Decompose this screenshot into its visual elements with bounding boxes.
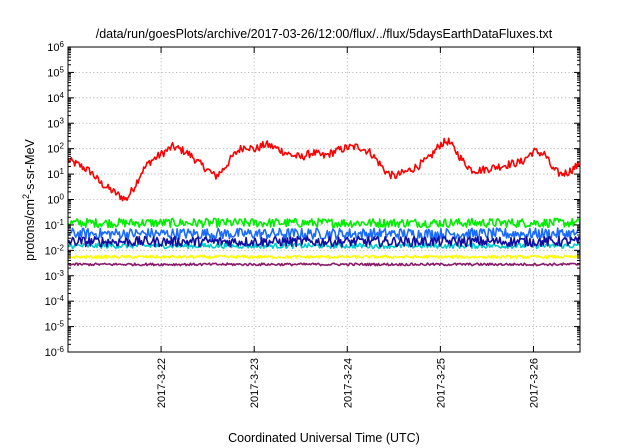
y-tick-label-exponent: 0	[60, 192, 65, 201]
y-tick-label-base: 10	[47, 67, 59, 79]
series-line	[67, 235, 581, 248]
y-axis-label-exponent: 2	[21, 194, 31, 199]
y-tick-label: 10-6	[45, 345, 65, 360]
y-axis-label-rest: -s-sr-MeV	[23, 138, 37, 194]
y-tick-labels: 10-610-510-410-310-210-11001011021031041…	[45, 40, 65, 360]
x-axis-label: Coordinated Universal Time (UTC)	[228, 431, 420, 445]
y-tick-label-base: 10	[45, 347, 57, 359]
y-tick-label: 10-1	[45, 217, 65, 232]
y-tick-label-base: 10	[47, 93, 59, 105]
y-tick-label: 10-4	[45, 294, 65, 309]
y-tick-label-base: 10	[47, 195, 59, 207]
y-tick-label-base: 10	[45, 245, 57, 257]
y-tick-label: 104	[47, 90, 64, 105]
y-tick-label: 106	[47, 40, 64, 55]
series-line	[67, 137, 581, 202]
y-tick-label-exponent: 6	[60, 40, 65, 49]
y-tick-label-exponent: 5	[60, 65, 65, 74]
y-tick-label-exponent: -3	[57, 268, 65, 277]
y-tick-label-base: 10	[47, 118, 59, 130]
y-tick-label-exponent: 3	[60, 116, 65, 125]
grid	[68, 47, 580, 352]
y-axis-label: protons/cm2-s-sr-MeV	[21, 138, 37, 260]
y-tick-label-exponent: -4	[57, 294, 65, 303]
y-tick-label: 10-2	[45, 243, 65, 257]
y-tick-label: 105	[47, 65, 64, 80]
y-tick-label-base: 10	[47, 144, 59, 156]
y-tick-label-exponent: -2	[57, 243, 65, 252]
x-tick-label: 2017-3-24	[342, 358, 354, 408]
y-tick-label: 103	[47, 116, 64, 131]
y-tick-label: 10-3	[45, 268, 65, 283]
y-tick-label-exponent: -6	[57, 345, 65, 354]
y-axis-label-base: protons/cm	[23, 199, 37, 261]
x-tick-labels: 2017-3-22 2017-3-23 2017-3-24 2017-3-25 2017…	[156, 358, 540, 408]
y-tick-label-base: 10	[47, 169, 59, 181]
y-tick-label-exponent: -5	[57, 319, 65, 328]
x-tick-label: 2017-3-23	[249, 358, 261, 408]
y-tick-label: 100	[47, 192, 64, 207]
y-tick-label-base: 10	[45, 220, 57, 232]
y-tick-label: 10-5	[45, 319, 65, 334]
y-tick-label-base: 10	[45, 271, 57, 283]
y-tick-label: 101	[47, 167, 64, 182]
tick-marks	[68, 46, 580, 353]
series-line	[67, 227, 581, 241]
y-tick-label-exponent: -1	[57, 217, 65, 226]
y-tick-label: 102	[47, 141, 64, 156]
y-tick-label-base: 10	[47, 42, 59, 54]
y-tick-label-exponent: 4	[60, 90, 65, 99]
y-tick-label-base: 10	[45, 322, 57, 334]
series-layer	[67, 137, 581, 267]
chart-title: /data/run/goesPlots/archive/2017-03-26/1…	[96, 27, 553, 41]
y-tick-label-exponent: 1	[60, 167, 65, 176]
series-line	[67, 217, 581, 229]
series-line	[67, 254, 581, 260]
y-tick-label-base: 10	[45, 296, 57, 308]
series-line	[67, 262, 580, 267]
x-tick-label: 2017-3-26	[528, 358, 540, 408]
x-tick-label: 2017-3-25	[435, 358, 447, 408]
y-tick-label-exponent: 2	[60, 141, 65, 150]
x-tick-label: 2017-3-22	[156, 358, 168, 408]
